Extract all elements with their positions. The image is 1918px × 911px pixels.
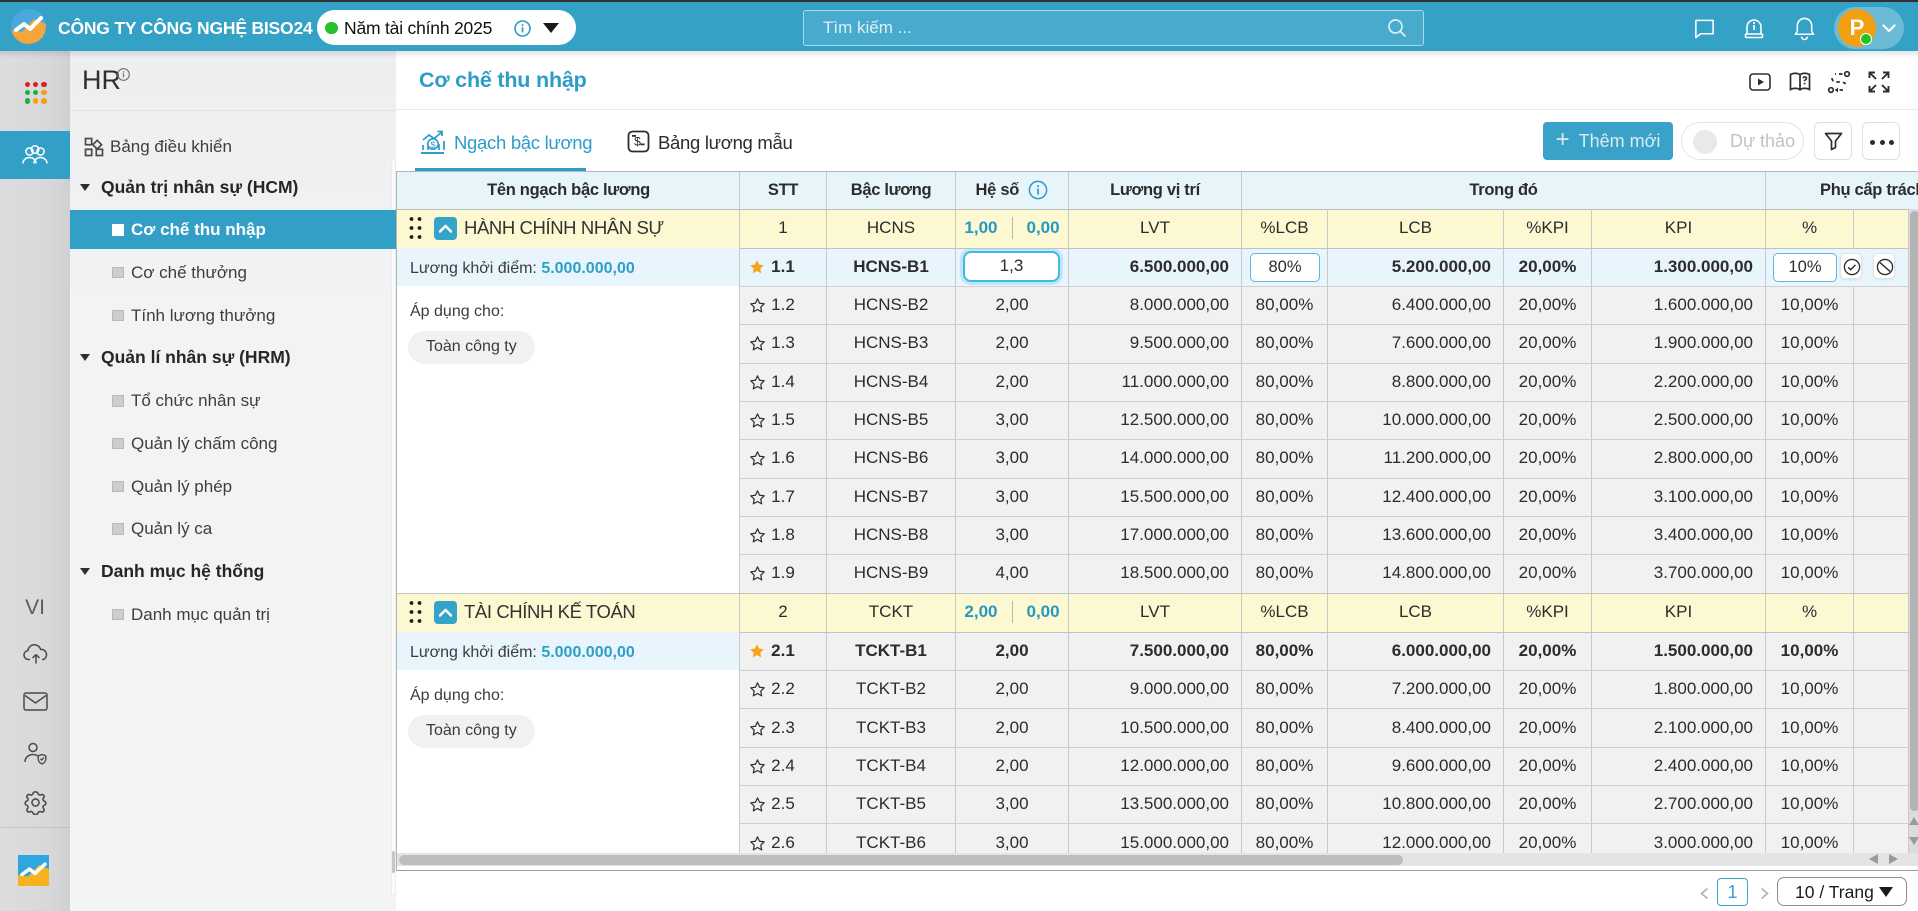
svg-text:$: $: [430, 140, 436, 151]
svg-text:$: $: [634, 135, 641, 149]
